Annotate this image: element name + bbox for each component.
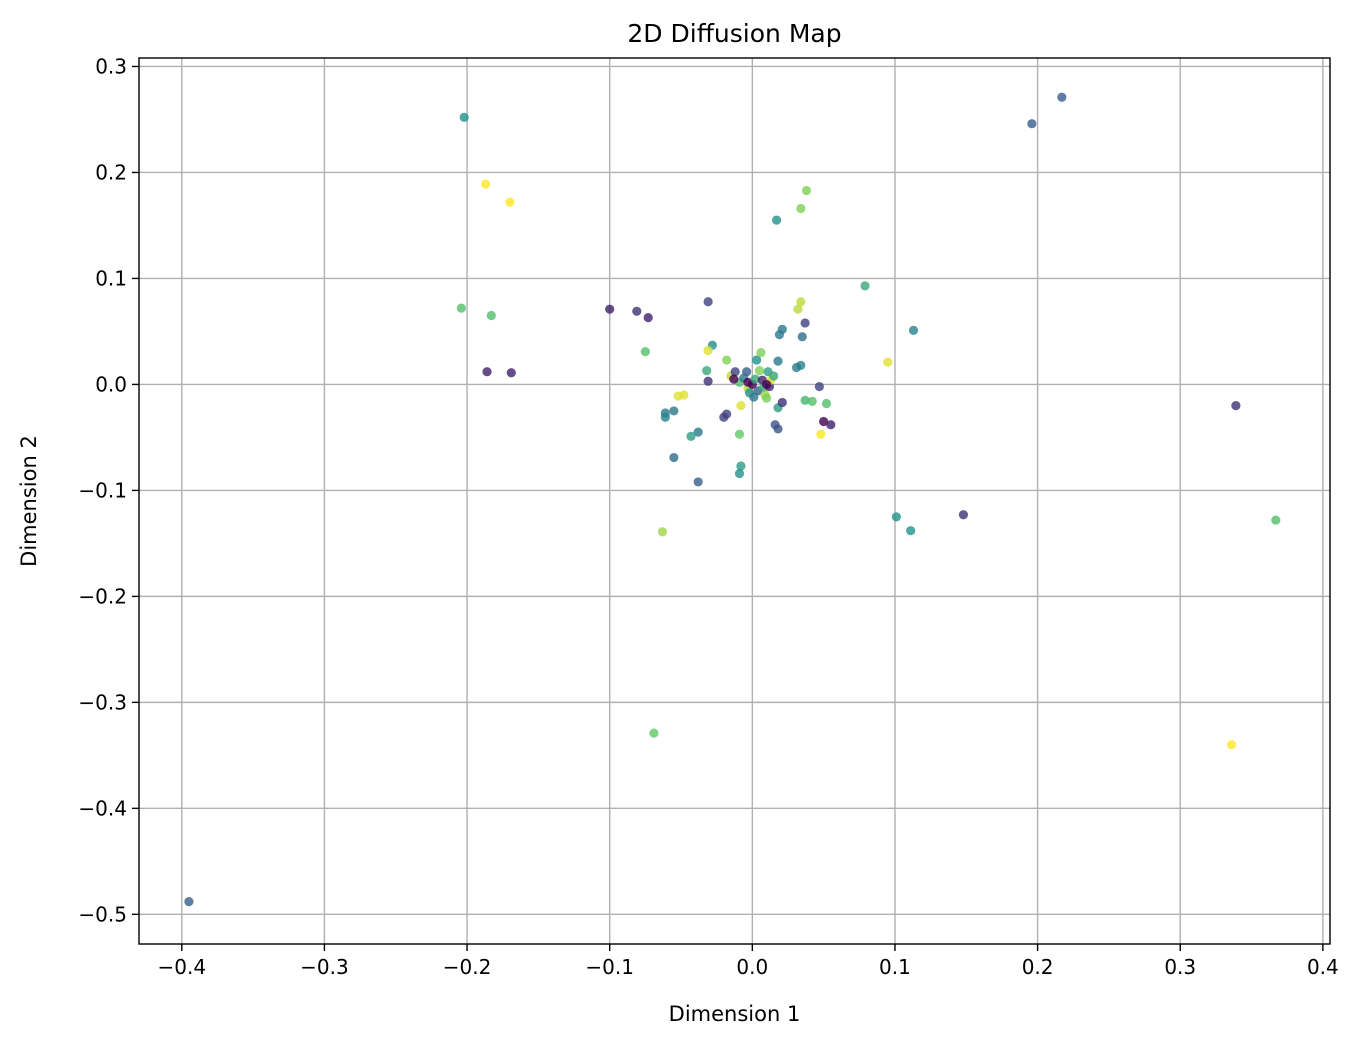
scatter-point bbox=[819, 416, 829, 427]
scatter-point bbox=[703, 345, 713, 356]
scatter-point bbox=[734, 468, 745, 479]
scatter-point bbox=[883, 357, 893, 367]
grid-lines bbox=[139, 58, 1330, 944]
y-tick-label: −0.2 bbox=[78, 584, 127, 608]
x-tick-label: −0.2 bbox=[443, 955, 492, 979]
scatter-point bbox=[649, 728, 659, 738]
x-axis-title: Dimension 1 bbox=[669, 1002, 801, 1026]
scatter-point bbox=[860, 281, 870, 291]
scatter-point bbox=[800, 318, 810, 328]
scatter-point bbox=[796, 203, 806, 214]
scatter-point bbox=[906, 526, 916, 536]
scatter-point bbox=[791, 362, 802, 373]
scatter-point bbox=[693, 427, 703, 437]
scatter-point bbox=[800, 395, 810, 405]
scatter-point bbox=[891, 512, 901, 522]
x-axis-ticks: −0.4 −0.3 −0.2 −0.1 0.0 0.1 0.2 0.3 0.4 bbox=[158, 944, 1339, 979]
scatter-point bbox=[736, 401, 746, 411]
scatter-point bbox=[796, 297, 806, 307]
scatter-point bbox=[669, 406, 679, 416]
scatter-point bbox=[505, 197, 515, 207]
y-tick-label: 0.3 bbox=[95, 54, 127, 78]
scatter-point bbox=[773, 424, 783, 434]
scatter-point bbox=[807, 396, 817, 406]
scatter-point bbox=[722, 355, 732, 365]
scatter-point bbox=[486, 310, 496, 321]
scatter-point bbox=[814, 381, 824, 392]
scatter-point bbox=[793, 304, 803, 314]
scatter-points bbox=[184, 92, 1281, 907]
x-tick-label: 0.4 bbox=[1307, 955, 1339, 979]
scatter-point bbox=[771, 215, 782, 225]
scatter-point bbox=[734, 429, 745, 439]
y-tick-label: −0.1 bbox=[78, 478, 127, 502]
y-axis-title: Dimension 2 bbox=[17, 435, 41, 567]
scatter-point bbox=[703, 376, 713, 386]
x-tick-label: −0.4 bbox=[158, 955, 207, 979]
scatter-point bbox=[482, 367, 492, 377]
scatter-point bbox=[605, 304, 615, 314]
scatter-point bbox=[640, 346, 650, 357]
scatter-point bbox=[459, 112, 469, 122]
scatter-point bbox=[750, 374, 760, 384]
scatter-point bbox=[826, 420, 836, 430]
scatter-point bbox=[761, 393, 772, 403]
scatter-point bbox=[797, 332, 807, 342]
scatter-point bbox=[908, 325, 919, 335]
scatter-point bbox=[742, 367, 752, 377]
scatter-point bbox=[801, 185, 812, 196]
scatter-point bbox=[730, 367, 740, 377]
y-tick-label: −0.4 bbox=[78, 796, 127, 820]
scatter-point bbox=[958, 510, 969, 520]
scatter-point bbox=[729, 374, 739, 384]
scatter-point bbox=[1057, 92, 1067, 102]
x-tick-label: −0.3 bbox=[300, 955, 349, 979]
scatter-point bbox=[660, 412, 670, 422]
scatter-point bbox=[632, 306, 642, 316]
scatter-point bbox=[777, 397, 787, 408]
x-tick-label: 0.0 bbox=[736, 955, 768, 979]
chart-title: 2D Diffusion Map bbox=[627, 19, 841, 48]
scatter-point bbox=[184, 897, 194, 907]
scatter-point bbox=[1231, 401, 1241, 411]
scatter-point bbox=[722, 409, 732, 419]
scatter-point bbox=[821, 398, 832, 409]
scatter-point bbox=[761, 379, 772, 390]
y-tick-label: 0.0 bbox=[95, 372, 127, 396]
scatter-point bbox=[1226, 740, 1237, 750]
plot-frame bbox=[138, 57, 1331, 945]
scatter-point bbox=[673, 391, 683, 401]
scatter-point bbox=[773, 356, 783, 366]
scatter-point bbox=[481, 179, 491, 189]
scatter-point bbox=[756, 348, 766, 358]
x-tick-label: 0.2 bbox=[1022, 955, 1054, 979]
scatter-point bbox=[456, 303, 466, 313]
scatter-point bbox=[703, 297, 713, 307]
scatter-point bbox=[736, 461, 746, 471]
y-axis-ticks: 0.3 0.2 0.1 0.0 −0.1 −0.2 −0.3 −0.4 −0.5 bbox=[78, 54, 139, 926]
scatter-point bbox=[754, 366, 765, 376]
scatter-point bbox=[506, 368, 516, 378]
x-tick-label: −0.1 bbox=[585, 955, 634, 979]
y-tick-label: 0.2 bbox=[95, 160, 127, 184]
x-tick-label: 0.3 bbox=[1164, 955, 1196, 979]
x-tick-label: 0.1 bbox=[879, 955, 911, 979]
scatter-point bbox=[669, 452, 679, 463]
y-tick-label: −0.3 bbox=[78, 690, 127, 714]
y-tick-label: −0.5 bbox=[78, 902, 127, 926]
scatter-point bbox=[774, 330, 785, 340]
scatter-point bbox=[657, 527, 668, 537]
scatter-point bbox=[1027, 119, 1037, 129]
scatter-point bbox=[769, 371, 779, 381]
scatter-point bbox=[702, 366, 712, 376]
scatter-point bbox=[693, 477, 703, 487]
scatter-point bbox=[816, 429, 826, 439]
scatter-point bbox=[752, 355, 762, 365]
scatter-point bbox=[686, 431, 696, 441]
scatter-point bbox=[1271, 515, 1281, 525]
y-tick-label: 0.1 bbox=[95, 266, 127, 290]
scatter-point bbox=[643, 313, 653, 323]
